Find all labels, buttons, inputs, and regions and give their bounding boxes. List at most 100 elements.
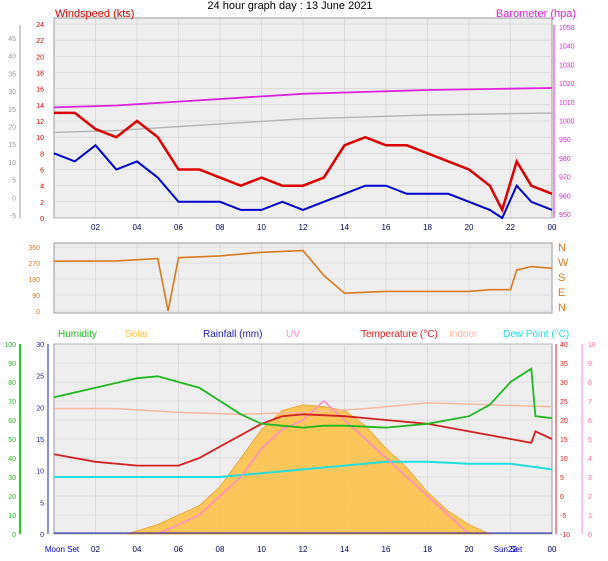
temp-tick: -10 (560, 532, 570, 539)
wind-outer-tick: 15 (8, 142, 16, 149)
wind-kts-tick: 6 (40, 168, 44, 175)
humidity-tick: 0 (12, 532, 16, 539)
wind-x-tick: 00 (548, 223, 557, 232)
gust-line (54, 111, 553, 214)
temp-tick: 15 (560, 437, 568, 444)
dir-tick: 0 (36, 309, 40, 316)
temp-tick: 10 (560, 456, 568, 463)
direction-line (53, 249, 553, 312)
climate-legend: Humidity Solar Rainfall (mm) UV Temperature … (58, 329, 569, 340)
baro-tick: 960 (559, 193, 571, 200)
clim-x-tick: 10 (257, 545, 266, 554)
baro-tick: 1040 (559, 44, 575, 51)
baro-tick: 1020 (559, 81, 575, 88)
windspeed-label: Windspeed (kts) (55, 8, 134, 20)
uv-tick: 4 (588, 456, 592, 463)
wind-kts-tick: 18 (36, 71, 44, 78)
baro-tick: 990 (559, 137, 571, 144)
wind-kts-tick: 0 (40, 216, 44, 223)
wind-x-tick: 16 (382, 223, 391, 232)
wind-x-tick: 10 (257, 223, 266, 232)
wind-kts-tick: 2 (40, 200, 44, 207)
clim-x-tick: 18 (423, 545, 432, 554)
wind-outer-tick: 20 (8, 125, 16, 132)
humidity-tick: 30 (8, 475, 16, 482)
temperature-line (53, 413, 553, 467)
legend-humidity: Humidity (58, 329, 97, 340)
barometer-label: Barometer (hpa) (496, 8, 576, 20)
compass-label: E (558, 287, 565, 299)
wind-kts-tick: 12 (36, 119, 44, 126)
humidity-tick: 60 (8, 418, 16, 425)
wind-kts-tick: 16 (36, 87, 44, 94)
rain-tick: 15 (36, 437, 44, 444)
uv-tick: 0 (588, 532, 592, 539)
dir-tick: 90 (32, 293, 40, 300)
uv-tick: 5 (588, 437, 592, 444)
uv-tick: 10 (588, 342, 596, 349)
dir-tick: 180 (28, 277, 40, 284)
temp-tick: 35 (560, 361, 568, 368)
wind-x-tick: 14 (340, 223, 349, 232)
clim-x-tick: 08 (216, 545, 225, 554)
sun-set-label: Sun Set (494, 545, 523, 554)
rain-tick: 30 (36, 342, 44, 349)
wind-outer-tick: 25 (8, 107, 16, 114)
sun-set-tick-label: 22 (508, 545, 517, 554)
uv-tick: 9 (588, 361, 592, 368)
clim-x-tick: 00 (548, 545, 557, 554)
wind-x-tick: 18 (423, 223, 432, 232)
wind-outer-tick: 35 (8, 71, 16, 78)
wind-x-tick: 02 (91, 223, 100, 232)
direction-grid (54, 243, 552, 313)
wind-outer-tick: 45 (8, 36, 16, 43)
humidity-tick: 90 (8, 361, 16, 368)
wind-kts-tick: 14 (36, 103, 44, 110)
climate-series (53, 367, 553, 535)
dir-tick: 270 (28, 261, 40, 268)
wind-kts-tick: 8 (40, 151, 44, 158)
baro-tick: 980 (559, 156, 571, 163)
wind-outer-tick: 30 (8, 89, 16, 96)
baro-tick: 1010 (559, 100, 575, 107)
legend-uv: UV (286, 329, 300, 340)
wind-x-tick: 12 (299, 223, 308, 232)
wind-kts-tick: 4 (40, 184, 44, 191)
clim-x-tick: 16 (382, 545, 391, 554)
humidity-tick: 20 (8, 494, 16, 501)
clim-x-tick: 06 (174, 545, 183, 554)
uv-tick: 8 (588, 380, 592, 387)
uv-tick: 7 (588, 399, 592, 406)
humidity-tick: 40 (8, 456, 16, 463)
wind-outer-tick: -5 (10, 213, 16, 220)
temp-tick: 20 (560, 418, 568, 425)
uv-tick: 1 (588, 513, 592, 520)
uv-tick: 6 (588, 418, 592, 425)
temp-tick: 0 (560, 494, 564, 501)
dew-point-line (54, 460, 553, 478)
legend-rain: Rainfall (mm) (203, 329, 262, 340)
uv-line (157, 399, 470, 535)
wind-kts-tick: 24 (36, 22, 44, 29)
clim-x-tick: 12 (299, 545, 308, 554)
moon-set-label: Moon Set (45, 545, 80, 554)
temp-tick: 25 (560, 399, 568, 406)
indoor-line (54, 402, 553, 416)
compass-label: N (558, 302, 566, 314)
barometer-line (53, 87, 553, 109)
legend-solar: Solar (125, 329, 149, 340)
wind-series (53, 87, 553, 220)
temp-tick: 5 (560, 475, 564, 482)
rain-tick: 25 (36, 374, 44, 381)
wind-x-tick: 06 (174, 223, 183, 232)
wind-kts-tick: 20 (36, 54, 44, 61)
rain-tick: 10 (36, 469, 44, 476)
wind-x-tick: 04 (133, 223, 142, 232)
compass-label: N (558, 242, 566, 254)
wind-x-tick: 20 (465, 223, 474, 232)
wind-x-tick: 08 (216, 223, 225, 232)
climate-axes: 1009080706050403020100302520151050403530… (4, 342, 596, 554)
rain-tick: 5 (40, 500, 44, 507)
temp-tick: -5 (560, 513, 566, 520)
